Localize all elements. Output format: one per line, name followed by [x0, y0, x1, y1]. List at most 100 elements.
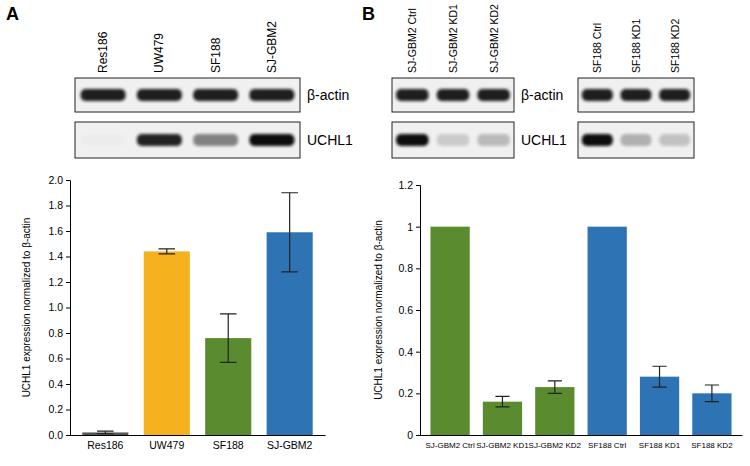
y-axis-title: UCHL1 expression normalized to β-actin: [21, 218, 32, 398]
blot-band: [477, 134, 510, 146]
x-tick: SJ-GBM2 KD2: [529, 435, 582, 450]
x-tick-label: SJ-GBM2 Ctrl: [425, 441, 475, 450]
lane-label: SJ-GBM2: [265, 21, 279, 73]
y-tick-mark: [66, 180, 70, 181]
y-tick-mark: [416, 310, 420, 311]
y-tick-label: 0.8: [398, 262, 413, 274]
lane-label: SJ-GBM2 Ctrl: [406, 8, 418, 73]
x-tick: SF188 Ctrl: [588, 435, 626, 450]
x-tick: UW479: [149, 435, 184, 451]
blot-band: [249, 89, 294, 101]
y-tick: 0.4: [48, 378, 70, 390]
chart: 00.20.40.60.811.2SJ-GBM2 CtrlSJ-GBM2 KD1…: [373, 179, 743, 450]
y-tick: 0.6: [398, 304, 420, 316]
error-bar: [652, 366, 666, 387]
x-tick-label: SF188 KD1: [639, 441, 681, 450]
y-tick: 1: [407, 221, 420, 233]
blot-band: [137, 134, 182, 146]
y-tick: 0.2: [48, 403, 70, 415]
blot-band: [81, 89, 126, 101]
row-label: UCHL1: [307, 132, 353, 148]
y-tick-mark: [66, 410, 70, 411]
lane-label: SF188 Ctrl: [591, 23, 603, 73]
x-tick: Res186: [87, 435, 123, 451]
x-tick-label: SJ-GBM2 KD1: [476, 441, 529, 450]
x-tick-label: SF188 KD2: [691, 441, 733, 450]
lane-label: SF188: [209, 37, 223, 73]
bar: [430, 227, 469, 435]
y-axis: 0.00.20.40.60.81.01.21.41.61.82.0: [48, 174, 70, 441]
lane-label: SF188 KD2: [669, 19, 681, 73]
error-bar: [548, 381, 562, 394]
x-tick: SJ-GBM2 Ctrl: [425, 435, 475, 450]
y-tick-mark: [66, 257, 70, 258]
y-tick: 1.2: [48, 276, 70, 288]
axis-line: [416, 186, 421, 436]
blot-band: [437, 134, 470, 146]
lane-label: SF188 KD1: [630, 19, 642, 73]
y-tick-label: 1.8: [48, 199, 63, 211]
y-tick-mark: [66, 308, 70, 309]
blot-membrane: [578, 78, 694, 112]
y-tick: 1.0: [48, 301, 70, 313]
axis-line: [71, 435, 326, 436]
y-tick-label: 0.4: [48, 378, 63, 390]
y-tick-mark: [66, 435, 70, 436]
y-tick-label: 0.6: [398, 304, 413, 316]
lane-label: Res186: [96, 31, 110, 73]
y-axis-title: UCHL1 expression normalized to β-actin: [373, 220, 384, 400]
error-bar: [220, 314, 237, 362]
blot: Res186UW479SF188SJ-GBM2β-actinUCHL1: [75, 21, 353, 158]
y-axis: 00.20.40.60.811.2: [398, 179, 420, 441]
y-tick: 0.2: [398, 387, 420, 399]
x-tick: SJ-GBM2: [267, 435, 313, 451]
y-tick: 2.0: [48, 174, 70, 186]
y-tick-label: 0.8: [48, 327, 63, 339]
x-tick: SF188: [213, 435, 244, 451]
plot-area: [82, 193, 312, 435]
x-tick-label: SF188 Ctrl: [588, 441, 626, 450]
y-tick: 1.6: [48, 225, 70, 237]
bar: [588, 227, 627, 435]
blot-band: [137, 89, 182, 101]
blot-band: [659, 89, 690, 101]
error-bar: [281, 193, 298, 272]
y-tick-mark: [416, 435, 420, 436]
error-bar: [705, 385, 719, 402]
x-tick: SF188 KD1: [639, 435, 681, 450]
plot-area: [430, 227, 731, 435]
blot-band: [81, 134, 126, 146]
chart: 0.00.20.40.60.81.01.21.41.61.82.0Res186U…: [21, 174, 326, 452]
y-tick-mark: [416, 227, 420, 228]
blot-band: [659, 134, 690, 146]
y-tick: 0: [407, 429, 420, 441]
panel-label: B: [362, 4, 375, 24]
y-tick: 0.8: [48, 327, 70, 339]
panel-label: A: [6, 4, 19, 24]
y-tick-mark: [416, 185, 420, 186]
y-tick: 0.6: [48, 352, 70, 364]
y-tick-label: 1.6: [48, 225, 63, 237]
y-tick-label: 2.0: [48, 174, 63, 186]
lane-label: SJ-GBM2 KD1: [447, 4, 459, 73]
y-tick-label: 0: [407, 429, 413, 441]
blot-membrane: [75, 78, 300, 112]
y-tick-mark: [416, 268, 420, 269]
error-bar: [158, 249, 175, 254]
blot-band: [249, 134, 294, 146]
blot: SF188 Ctrl SF188 KD1 SF188 KD2: [578, 19, 694, 158]
y-tick-label: 0.6: [48, 352, 63, 364]
x-tick: SF188 KD2: [691, 435, 733, 450]
row-label: β-actin: [521, 87, 563, 103]
error-bar: [97, 431, 114, 434]
axis-line: [421, 435, 743, 436]
figure: A B Res186 UW479 SF188 SJ-GBM2 β-actin UCHL1 SJ-…: [0, 0, 750, 466]
blot-band: [621, 134, 652, 146]
y-tick-mark: [416, 393, 420, 394]
x-tick-label: SF188: [213, 439, 244, 451]
bar: [144, 251, 190, 435]
blot-band: [582, 89, 613, 101]
y-tick-label: 1.2: [48, 276, 63, 288]
row-label: β-actin: [307, 87, 349, 103]
y-tick-label: 1.2: [398, 179, 413, 191]
